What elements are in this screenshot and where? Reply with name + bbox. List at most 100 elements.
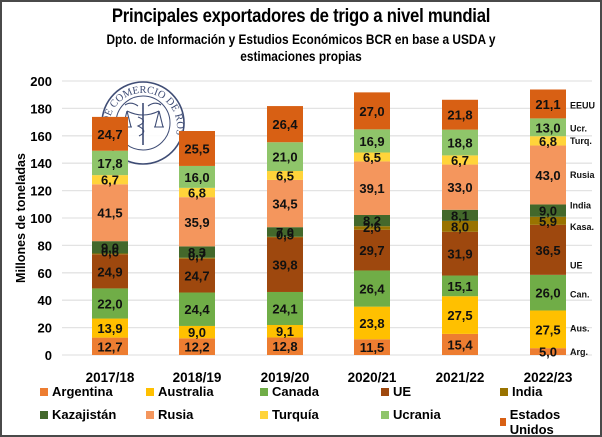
bar-segment-estados-unidos <box>530 89 566 119</box>
bar-segment-turquía <box>267 171 303 180</box>
side-labels: EEUU Ucr. Turq. Rusia India Kasa. UE Can. Aus. Ar… <box>570 100 596 357</box>
data-label: 39,8 <box>272 258 297 273</box>
bar-stack-2017-18: 12,7 13,9 22,0 24,9 0,69,0 41,5 6,7 17,8 24,7 <box>92 116 128 355</box>
y-axis: 0 20 40 60 80 100 120 140 160 180 200 <box>30 74 52 363</box>
data-label: 6,7 <box>101 173 119 188</box>
legend-label: Rusia <box>158 407 194 422</box>
subtitle-line-2: estimaciones propias <box>240 49 362 64</box>
data-label: 43,0 <box>535 168 560 183</box>
y-tick-label: 140 <box>30 156 52 171</box>
subtitle-line-1: Dpto. de Información y Estudios Económic… <box>106 32 496 47</box>
bar-segment-argentina <box>267 337 303 355</box>
bar-segment-australia <box>442 296 478 334</box>
legend-label: Turquía <box>272 407 319 422</box>
bar-segment-india <box>354 226 390 230</box>
bar-segment-ucrania <box>92 150 128 176</box>
data-label: 35,9 <box>184 215 209 230</box>
y-tick-label: 60 <box>38 266 52 281</box>
bar-segment-ue <box>92 254 128 289</box>
data-label: 11,5 <box>360 340 385 355</box>
data-label: 8,1 <box>451 208 469 223</box>
data-label: 25,5 <box>184 141 209 156</box>
side-label: Rusia <box>570 170 596 180</box>
data-label: 8,0 <box>451 219 469 234</box>
bar-segment-turquía <box>442 155 478 165</box>
bar-segment-kazajistán <box>179 246 215 258</box>
data-label: 0,7 <box>188 249 206 264</box>
data-label: 24,1 <box>272 301 297 316</box>
y-tick-label: 180 <box>30 101 52 116</box>
bar-segment-ucrania <box>442 129 478 156</box>
legend-item: Australia <box>146 384 214 399</box>
data-label: 21,8 <box>447 108 472 123</box>
data-label: 36,5 <box>535 243 560 258</box>
x-tick-label: 2022/23 <box>524 370 573 385</box>
data-label: 21,1 <box>535 97 560 112</box>
side-label: Turq. <box>570 136 592 146</box>
data-label: 27,5 <box>535 322 560 337</box>
y-tick-label: 160 <box>30 129 52 144</box>
bar-stack-2020-21: 11,5 23,8 26,4 29,7 2,68,2 39,1 6,516,9 27,0 <box>354 92 390 355</box>
data-label: 39,1 <box>359 181 384 196</box>
data-label: 6,8 <box>539 134 557 149</box>
bar-segment-turquía <box>179 187 215 198</box>
bar-segment-ue <box>179 258 215 293</box>
data-label: 34,5 <box>272 197 297 212</box>
data-label: 0,5 <box>276 227 294 242</box>
bar-segment-rusia <box>530 145 566 205</box>
bar-segment-rusia <box>267 179 303 228</box>
side-label: Ucr. <box>570 124 587 134</box>
legend-item: Kazajistán <box>40 407 116 422</box>
bar-segment-canada <box>530 274 566 311</box>
legend-item: Rusia <box>146 407 193 422</box>
bar-segment-ucrania <box>267 142 303 172</box>
data-label: 6,7 <box>451 153 469 168</box>
y-tick-label: 200 <box>30 74 52 89</box>
bar-segment-estados-unidos <box>442 99 478 130</box>
legend-swatch <box>146 410 154 419</box>
data-label: 16,0 <box>184 170 209 185</box>
legend-label: Kazajistán <box>52 407 117 422</box>
data-label: 16,9 <box>359 134 384 149</box>
x-tick-label: 2021/22 <box>436 370 485 385</box>
bar-segment-ue <box>530 224 566 275</box>
data-label: 24,7 <box>97 127 122 142</box>
data-label: 0,6 <box>101 244 119 259</box>
bars: 12,713,922,024,90,69,041,56,717,824,712,… <box>92 89 566 360</box>
bar-segment-kazajistán <box>530 204 566 217</box>
data-label: 23,8 <box>359 316 384 331</box>
legend-item: Estados Unidos <box>500 407 580 437</box>
bar-segment-canada <box>442 275 478 297</box>
data-label: 26,4 <box>272 117 298 132</box>
data-label: 6,5 <box>276 168 294 183</box>
legend-item: Ucrania <box>381 407 441 422</box>
data-label: 12,7 <box>97 339 122 354</box>
bar-segment-argentina <box>442 333 478 355</box>
data-label: 15,4 <box>447 337 473 352</box>
bar-stack-2021-22: 15,4 27,5 15,1 31,9 8,08,1 33,0 6,7 18,8 21,8 <box>442 99 478 355</box>
data-label: 15,1 <box>447 279 472 294</box>
data-label: 9,0 <box>101 240 119 255</box>
data-label: 31,9 <box>447 247 472 262</box>
data-label: 12,8 <box>272 339 297 354</box>
bar-segment-rusia <box>92 184 128 242</box>
data-label: 27,0 <box>359 104 384 119</box>
data-label: 26,4 <box>359 282 385 297</box>
data-label: 7,0 <box>276 225 294 240</box>
data-label: 17,8 <box>97 156 122 171</box>
data-label: 9,0 <box>188 325 206 340</box>
y-tick-label: 40 <box>38 293 52 308</box>
bar-segment-australia <box>92 318 128 338</box>
y-tick-label: 100 <box>30 211 52 226</box>
bar-segment-india <box>530 216 566 225</box>
legend-swatch <box>40 387 48 396</box>
bar-segment-turquía <box>354 152 390 162</box>
legend-label: Ucrania <box>393 407 441 422</box>
data-label: 5,9 <box>539 214 557 229</box>
data-label: 9,0 <box>539 204 557 219</box>
bar-segment-canada <box>267 291 303 325</box>
legend-swatch <box>500 387 508 396</box>
bar-segment-argentina <box>179 338 215 355</box>
legend-swatch <box>260 387 268 396</box>
